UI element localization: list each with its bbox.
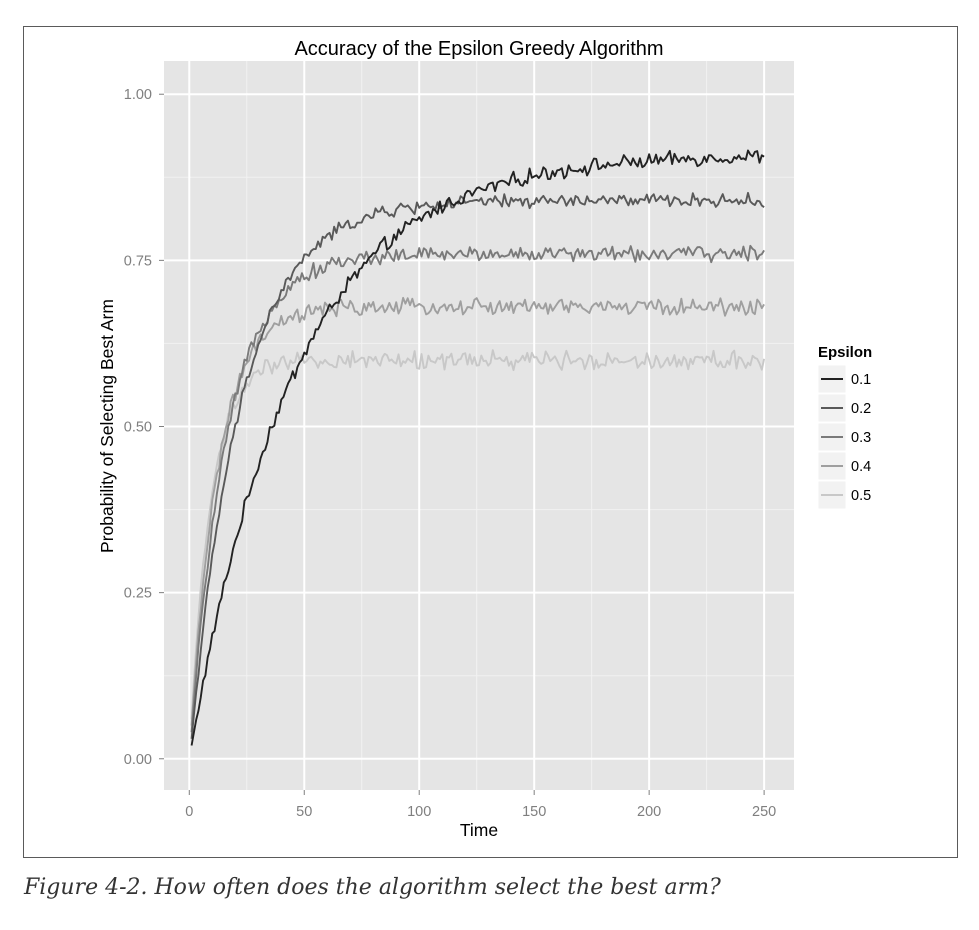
legend-label: 0.3 [851,430,871,446]
x-tick-label: 0 [185,804,193,820]
legend-label: 0.4 [851,459,871,475]
series-layer [190,149,766,746]
legend: Epsilon 0.1 0.2 0.3 0.4 0.5 [817,344,872,510]
chart-title: Accuracy of the Epsilon Greedy Algorithm [294,38,663,60]
y-axis-title: Probability of Selecting Best Arm [97,299,117,553]
series-line-0-5 [190,349,766,719]
legend-label: 0.2 [851,401,871,417]
series-line-0-3 [190,244,765,733]
x-axis-ticks: 0 50 100 150 200 250 [185,790,776,820]
y-tick-label: 0.25 [124,586,152,602]
legend-label: 0.5 [851,488,871,504]
x-tick-label: 100 [407,804,431,820]
x-axis-title: Time [460,820,498,840]
y-tick-label: 0.75 [124,253,152,269]
y-tick-label: 0.00 [124,752,152,768]
y-tick-label: 1.00 [124,87,152,103]
x-tick-label: 250 [752,804,776,820]
legend-title: Epsilon [818,344,872,361]
grid-major [164,61,794,790]
series-line-0-1 [190,149,765,746]
x-tick-label: 50 [296,804,312,820]
series-line-0-4 [190,296,765,726]
legend-label: 0.1 [851,372,871,388]
y-tick-label: 0.50 [124,419,152,435]
x-tick-label: 150 [522,804,546,820]
y-axis-ticks: 0.00 0.25 0.50 0.75 1.00 [124,87,164,768]
x-tick-label: 200 [637,804,661,820]
series-line-0-2 [190,191,765,739]
figure-caption: Figure 4-2. How often does the algorithm… [24,875,721,900]
